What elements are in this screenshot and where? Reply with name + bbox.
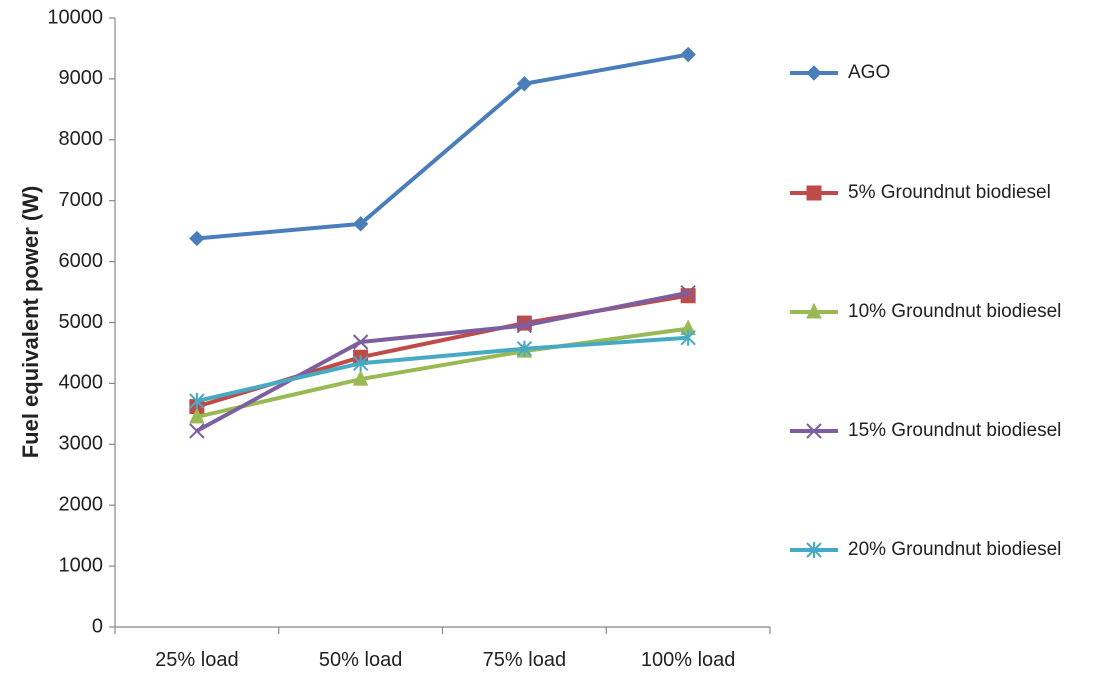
data-point	[680, 284, 696, 301]
y-tick-label: 4000	[59, 372, 104, 394]
legend-label: 5% Groundnut biodiesel	[848, 182, 1051, 203]
data-point	[189, 407, 205, 424]
x-tick-label: 25% load	[155, 649, 238, 671]
y-tick-label: 3000	[59, 433, 104, 455]
y-tick-labels: 0 1000 2000 3000 4000 5000 6000 7000 8000 9000 100…	[47, 6, 103, 637]
series-line	[196, 326, 689, 419]
data-point	[516, 76, 533, 92]
series-line	[196, 52, 689, 241]
y-tick-label: 9000	[59, 67, 104, 89]
x-tick-label: 50% load	[319, 649, 402, 671]
data-point	[189, 230, 205, 247]
y-tick-label: 10000	[47, 6, 103, 28]
legend: AGO 5% Groundnut biodiesel 10% Groundnut b…	[790, 62, 1061, 560]
y-axis-label: Fuel equivalent power (W)	[18, 186, 43, 459]
data-point	[806, 65, 822, 81]
legend-item: 10% Groundnut biodiesel	[790, 301, 1061, 322]
y-tick-label: 2000	[59, 493, 104, 515]
legend-item: AGO	[790, 62, 890, 83]
data-point	[189, 393, 205, 410]
y-tick-label: 7000	[59, 189, 104, 211]
legend-label: 15% Groundnut biodiesel	[848, 420, 1061, 441]
x-tick-label: 100% load	[641, 649, 736, 671]
series-line	[196, 335, 689, 404]
legend-label: 20% Groundnut biodiesel	[848, 539, 1061, 560]
data-point	[680, 288, 696, 304]
x-tick-labels: 25% load 50% load 75% load 100% load	[155, 649, 735, 671]
legend-item: 5% Groundnut biodiesel	[790, 182, 1051, 203]
data-point	[806, 302, 822, 319]
data-point	[516, 317, 533, 334]
legend-item: 20% Groundnut biodiesel	[790, 539, 1061, 560]
y-tick-label: 8000	[59, 128, 104, 150]
series-lines	[189, 46, 696, 439]
legend-label: AGO	[848, 62, 890, 83]
data-point	[806, 185, 822, 201]
y-tick-label: 5000	[59, 311, 104, 333]
data-point	[352, 370, 369, 386]
data-point	[352, 355, 369, 372]
y-tick-label: 0	[92, 615, 103, 637]
axes	[109, 17, 771, 634]
legend-label: 10% Groundnut biodiesel	[848, 301, 1061, 322]
data-point	[680, 329, 696, 346]
data-point	[189, 423, 205, 439]
data-point	[680, 46, 696, 63]
x-tick-label: 75% load	[483, 649, 566, 671]
data-point	[806, 542, 822, 558]
data-point	[352, 334, 369, 350]
series-4	[189, 284, 696, 439]
data-point	[806, 423, 822, 439]
data-point	[352, 216, 369, 232]
series-line	[195, 290, 689, 433]
series-5	[189, 329, 696, 410]
legend-item: 15% Groundnut biodiesel	[790, 420, 1061, 441]
series-1	[189, 46, 696, 247]
series-3	[189, 319, 696, 424]
y-tick-label: 6000	[59, 250, 104, 272]
data-point	[516, 340, 533, 357]
y-tick-label: 1000	[59, 554, 104, 576]
